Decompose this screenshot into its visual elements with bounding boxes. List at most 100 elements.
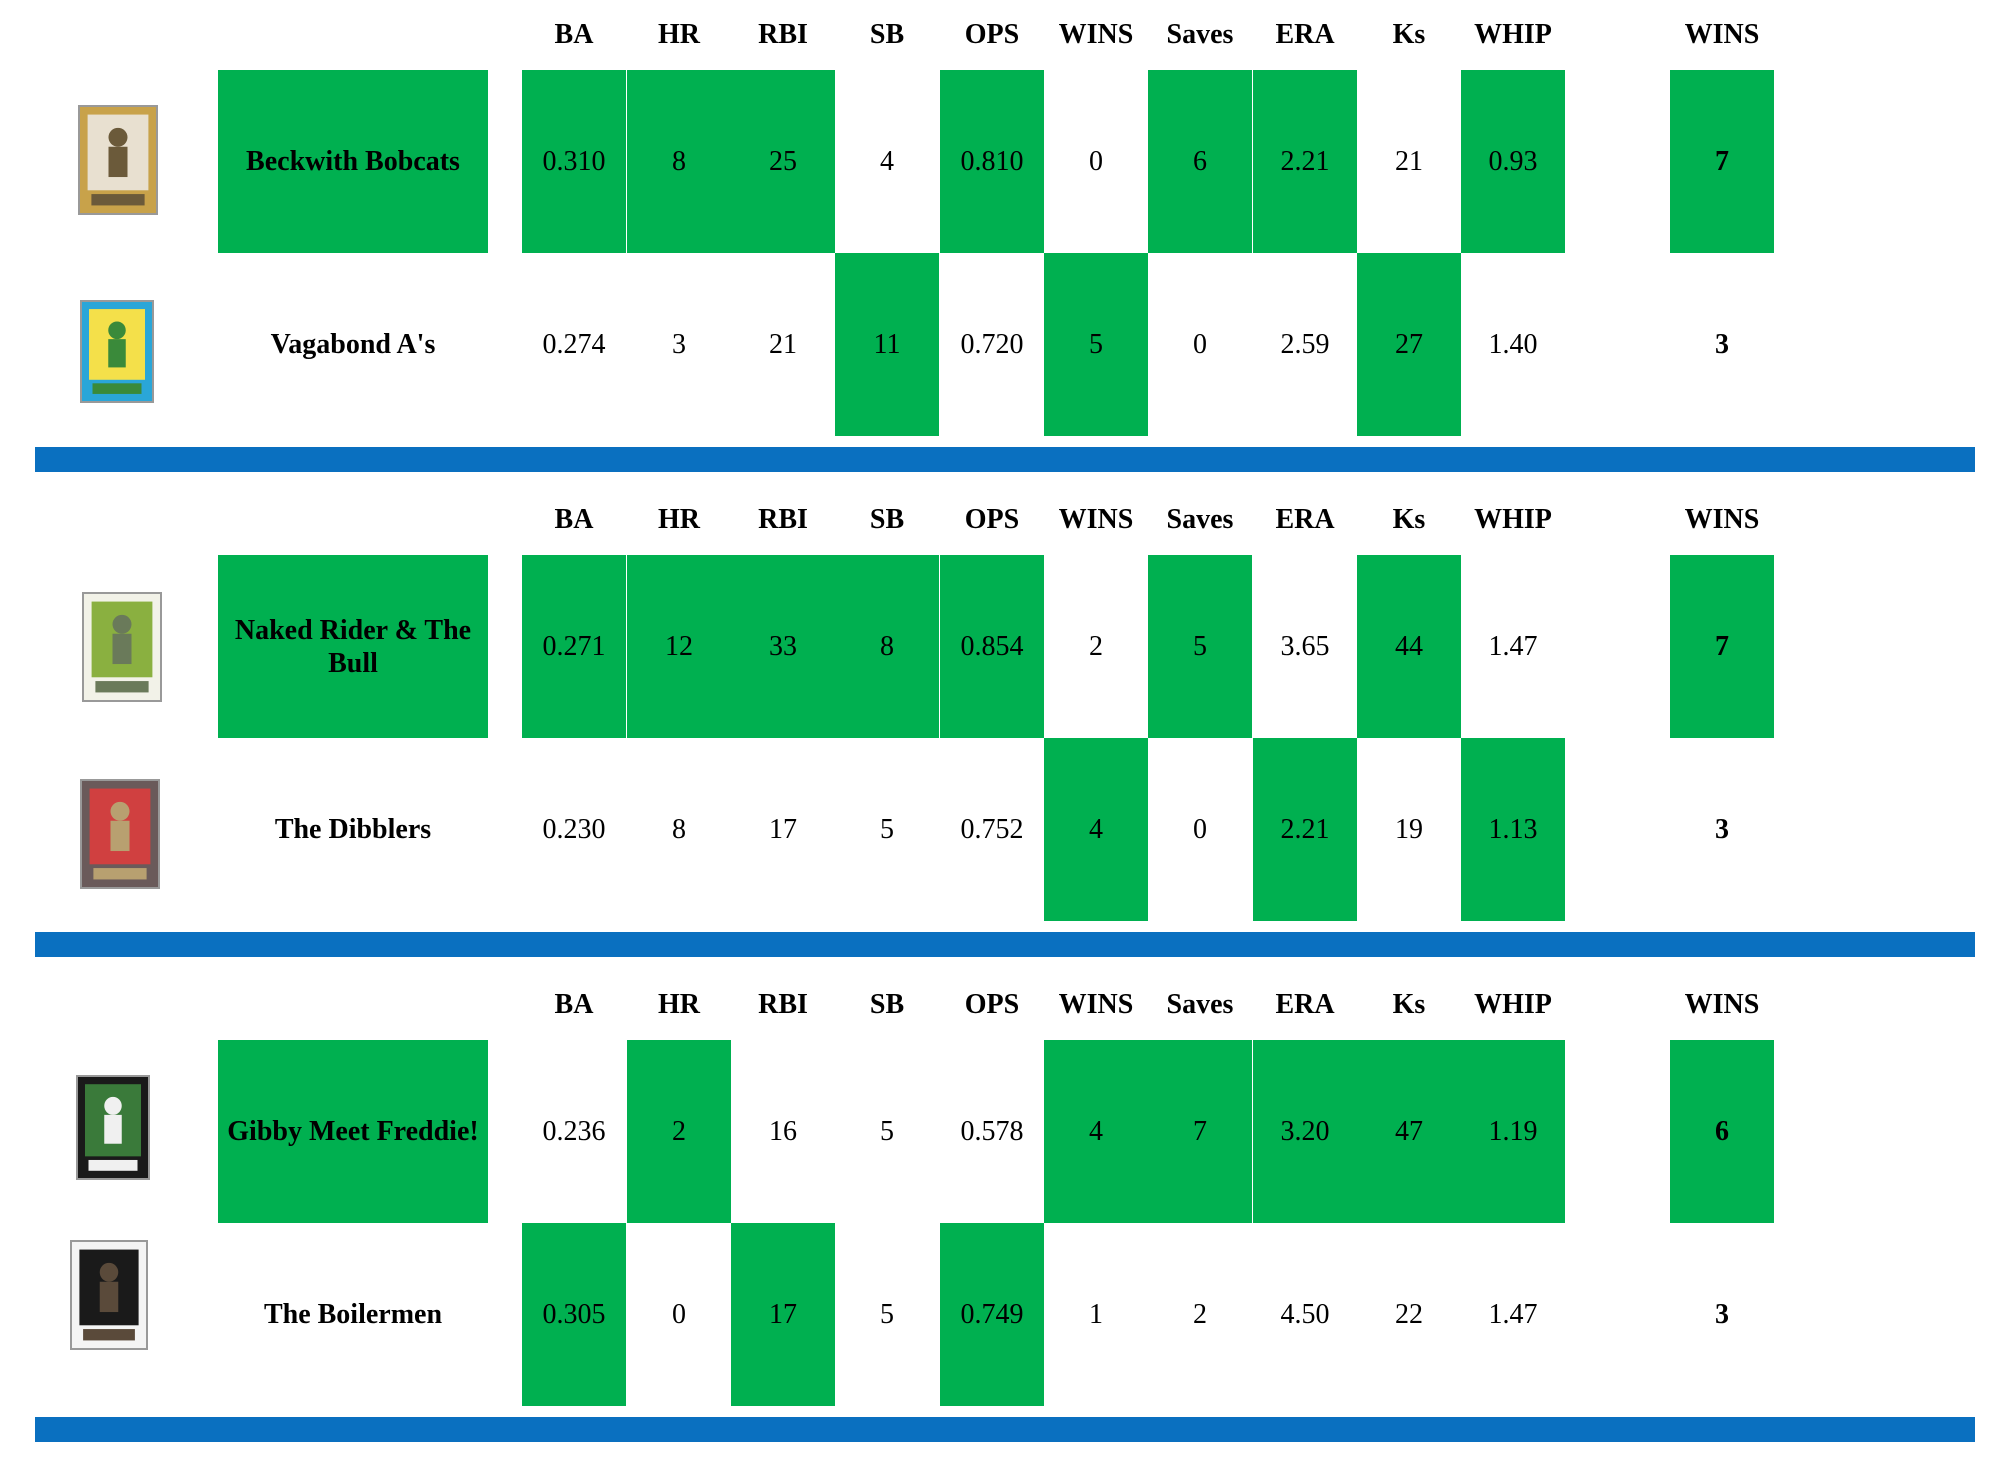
stat-wins: 2 — [1089, 630, 1103, 662]
stat-sb: 4 — [880, 145, 894, 177]
column-header-total-wins: WINS — [1684, 989, 1760, 1020]
team-name[interactable]: Naked Rider & The Bull — [218, 555, 488, 738]
stat-saves: 6 — [1148, 70, 1252, 253]
column-header-ops: OPS — [964, 19, 1020, 50]
matchup-separator — [35, 447, 1975, 472]
stat-ks: 47 — [1357, 1040, 1461, 1223]
matchup-separator — [35, 1417, 1975, 1442]
stat-saves: 7 — [1148, 1040, 1252, 1223]
stat-sb: 5 — [880, 1298, 894, 1330]
column-header-rbi: RBI — [758, 19, 808, 50]
column-header-ops: OPS — [964, 504, 1020, 535]
stat-ba: 0.310 — [522, 70, 626, 253]
baseball-card-padres-icon — [70, 1240, 148, 1350]
stat-ba: 0.305 — [522, 1223, 626, 1406]
stat-saves: 0 — [1193, 328, 1207, 360]
stat-ops: 0.749 — [940, 1223, 1044, 1406]
matchup-3: BA HR RBI SB OPS WINS Saves ERA Ks WHIP WINS Gibby … — [0, 985, 2000, 1465]
baseball-card-batter-icon — [82, 592, 162, 702]
stat-ops: 0.810 — [940, 70, 1044, 253]
matchup-2: BA HR RBI SB OPS WINS Saves ERA Ks WHIP WINS Naked … — [0, 500, 2000, 980]
column-header-rbi: RBI — [758, 504, 808, 535]
matchup-1: BA HR RBI SB OPS WINS Saves ERA Ks WHIP WINS Beckwi… — [0, 15, 2000, 495]
total-wins: 7 — [1670, 70, 1774, 253]
stat-era: 2.21 — [1253, 70, 1357, 253]
stat-whip: 0.93 — [1461, 70, 1565, 253]
column-header-saves: Saves — [1166, 19, 1234, 50]
column-header-hr: HR — [658, 504, 700, 535]
stat-ks: 44 — [1357, 555, 1461, 738]
stat-sb: 5 — [880, 813, 894, 845]
stat-ops: 0.720 — [960, 328, 1024, 360]
stat-ks: 21 — [1395, 145, 1423, 177]
stat-hr: 0 — [672, 1298, 686, 1330]
stat-rbi: 25 — [731, 70, 835, 253]
column-header-total-wins: WINS — [1684, 19, 1760, 50]
team-name[interactable]: Vagabond A's — [270, 329, 436, 360]
column-header-ops: OPS — [964, 989, 1020, 1020]
stat-hr: 8 — [672, 813, 686, 845]
stat-hr: 2 — [627, 1040, 731, 1223]
stat-era: 4.50 — [1280, 1298, 1330, 1330]
stat-era: 3.20 — [1253, 1040, 1357, 1223]
column-header-saves: Saves — [1166, 504, 1234, 535]
column-header-ks: Ks — [1392, 19, 1426, 50]
stat-wins: 5 — [1044, 253, 1148, 436]
stat-sb: 11 — [835, 253, 939, 436]
column-header-ba: BA — [554, 19, 594, 50]
column-header-ks: Ks — [1392, 504, 1426, 535]
team-name[interactable]: The Dibblers — [274, 814, 432, 845]
stat-ba: 0.271 — [522, 555, 626, 738]
stat-ba: 0.236 — [542, 1115, 606, 1147]
column-header-ks: Ks — [1392, 989, 1426, 1020]
stat-ks: 22 — [1395, 1298, 1423, 1330]
team-name[interactable]: The Boilermen — [263, 1299, 443, 1330]
column-header-wins: WINS — [1058, 504, 1134, 535]
total-wins: 6 — [1670, 1040, 1774, 1223]
column-header-sb: SB — [869, 989, 905, 1020]
stat-hr: 8 — [627, 70, 731, 253]
column-header-sb: SB — [869, 504, 905, 535]
stat-whip: 1.13 — [1461, 738, 1565, 921]
stat-rbi: 17 — [731, 1223, 835, 1406]
column-header-ba: BA — [554, 504, 594, 535]
stat-sb: 5 — [880, 1115, 894, 1147]
stat-rbi: 21 — [769, 328, 797, 360]
stat-rbi: 33 — [731, 555, 835, 738]
column-header-hr: HR — [658, 989, 700, 1020]
stat-wins: 4 — [1044, 1040, 1148, 1223]
stat-ba: 0.230 — [542, 813, 606, 845]
column-header-rbi: RBI — [758, 989, 808, 1020]
stat-ops: 0.578 — [960, 1115, 1024, 1147]
baseball-card-athletics-icon — [80, 300, 154, 403]
stat-hr: 12 — [627, 555, 731, 738]
stat-era: 3.65 — [1280, 630, 1330, 662]
team-name[interactable]: Gibby Meet Freddie! — [218, 1040, 488, 1223]
baseball-card-pitcher-icon — [78, 105, 158, 215]
stat-whip: 1.47 — [1488, 630, 1538, 662]
matchup-separator — [35, 932, 1975, 957]
stat-whip: 1.19 — [1461, 1040, 1565, 1223]
stat-era: 2.21 — [1253, 738, 1357, 921]
baseball-card-portrait-icon — [80, 779, 160, 889]
stat-era: 2.59 — [1280, 328, 1330, 360]
column-header-ba: BA — [554, 989, 594, 1020]
column-header-total-wins: WINS — [1684, 504, 1760, 535]
column-header-whip: WHIP — [1474, 504, 1552, 535]
stat-ops: 0.854 — [940, 555, 1044, 738]
stat-wins: 0 — [1089, 145, 1103, 177]
stat-whip: 1.47 — [1488, 1298, 1538, 1330]
stat-wins: 4 — [1044, 738, 1148, 921]
stat-ks: 27 — [1357, 253, 1461, 436]
column-header-era: ERA — [1275, 989, 1335, 1020]
stat-rbi: 17 — [769, 813, 797, 845]
team-name[interactable]: Beckwith Bobcats — [218, 70, 488, 253]
column-header-wins: WINS — [1058, 19, 1134, 50]
stat-hr: 3 — [672, 328, 686, 360]
total-wins: 3 — [1715, 813, 1729, 845]
column-header-sb: SB — [869, 19, 905, 50]
baseball-card-outfielder-icon — [76, 1075, 150, 1180]
column-header-era: ERA — [1275, 19, 1335, 50]
total-wins: 3 — [1715, 328, 1729, 360]
stat-saves: 2 — [1193, 1298, 1207, 1330]
